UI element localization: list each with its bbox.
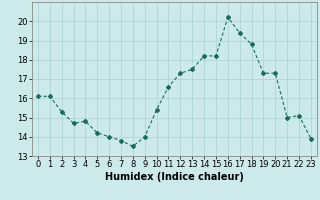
- X-axis label: Humidex (Indice chaleur): Humidex (Indice chaleur): [105, 172, 244, 182]
